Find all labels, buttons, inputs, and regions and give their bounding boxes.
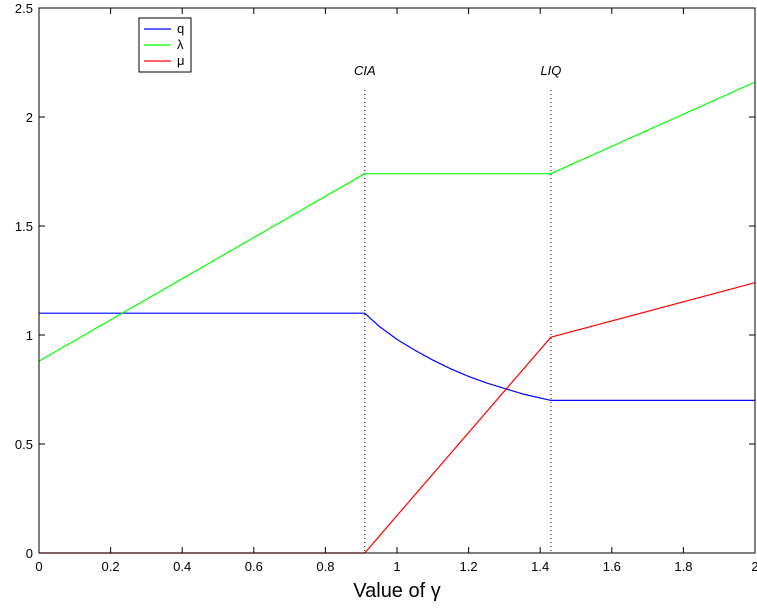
plot-frame <box>38 7 756 554</box>
x-tick-label: 0.4 <box>173 559 191 574</box>
annotation-liq: LIQ <box>540 63 561 78</box>
annotation-cia: CIA <box>354 63 376 78</box>
x-tick-label: 0.2 <box>102 559 120 574</box>
series-line-3 <box>39 282 756 554</box>
x-tick-label: 0 <box>35 559 42 574</box>
y-tick-label: 1.5 <box>15 219 33 234</box>
x-tick-label: 0.6 <box>245 559 263 574</box>
x-tick-label: 2 <box>751 559 757 574</box>
x-tick-label: 1.4 <box>531 559 549 574</box>
y-tick-label: 0 <box>26 546 33 561</box>
legend-label-1: q <box>177 21 184 36</box>
y-tick-label: 2.5 <box>15 1 33 16</box>
legend: qλμ <box>138 17 192 73</box>
series-line-2 <box>38 81 756 362</box>
x-tick-label: 1 <box>393 559 400 574</box>
x-tick-label: 0.8 <box>316 559 334 574</box>
y-tick-label: 0.5 <box>15 437 33 452</box>
axis-ticks: 0 0.2 0.4 0.6 0.8 1 1.2 1.4 1.6 1.8 2 0 0.5 1 1.5 2 2.5 <box>15 1 757 574</box>
x-tick-label: 1.6 <box>603 559 621 574</box>
x-tick-label: 1.8 <box>674 559 692 574</box>
vertical-markers: CIA LIQ <box>354 63 561 553</box>
series-line-1 <box>39 312 755 401</box>
x-tick-label: 1.2 <box>460 559 478 574</box>
legend-label-3: μ <box>177 53 185 68</box>
y-tick-label: 2 <box>26 110 33 125</box>
x-axis-title: Value of γ <box>353 580 440 602</box>
series-lines <box>38 81 756 554</box>
legend-label-2: λ <box>177 37 184 52</box>
y-tick-label: 1 <box>26 328 33 343</box>
